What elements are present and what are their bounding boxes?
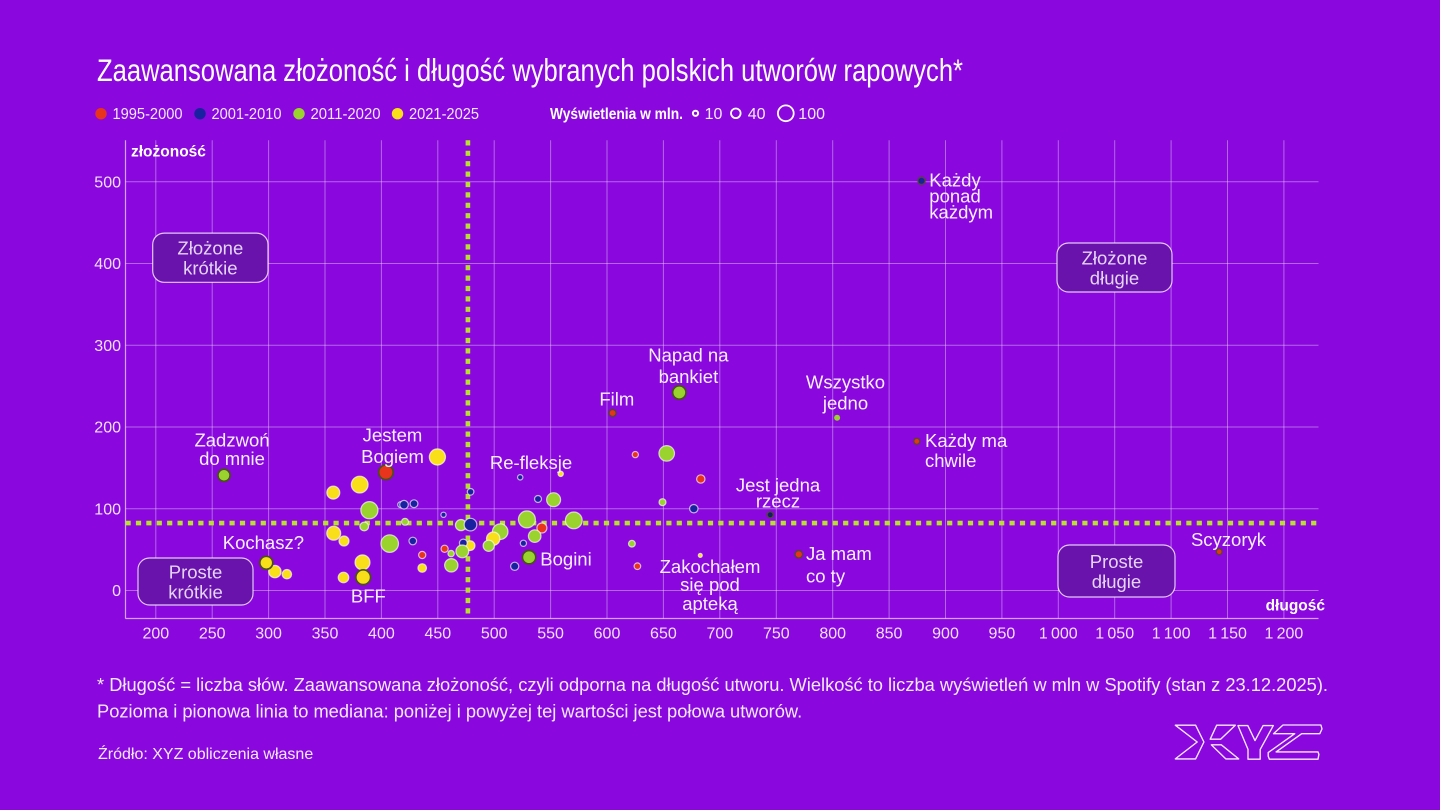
svg-text:40: 40	[748, 106, 766, 123]
svg-text:do mnie: do mnie	[199, 448, 265, 469]
svg-text:jedno: jedno	[822, 393, 868, 414]
svg-text:BFF: BFF	[351, 586, 386, 607]
svg-text:Złożone: Złożone	[177, 238, 243, 259]
svg-text:250: 250	[199, 626, 226, 643]
svg-text:* Długość = liczba słów. Zaawa: * Długość = liczba słów. Zaawansowana zł…	[97, 674, 1328, 695]
svg-text:krótkie: krótkie	[168, 581, 223, 602]
svg-text:2001-2010: 2001-2010	[212, 106, 282, 123]
svg-text:350: 350	[312, 626, 339, 643]
svg-text:1 100: 1 100	[1152, 626, 1191, 643]
svg-text:2021-2025: 2021-2025	[409, 106, 479, 123]
svg-text:600: 600	[594, 626, 621, 643]
svg-text:Pozioma i pionowa linia to med: Pozioma i pionowa linia to mediana: poni…	[97, 700, 802, 721]
svg-text:Bogiem: Bogiem	[361, 446, 424, 467]
svg-text:1 050: 1 050	[1095, 626, 1134, 643]
svg-text:1 200: 1 200	[1265, 626, 1304, 643]
svg-text:Zaawansowana złożoność i długo: Zaawansowana złożoność i długość wybrany…	[97, 52, 963, 88]
svg-text:Jestem: Jestem	[363, 425, 423, 446]
svg-text:chwile: chwile	[925, 450, 976, 471]
svg-text:550: 550	[537, 626, 564, 643]
svg-text:Każdy: Każdy	[929, 170, 981, 191]
svg-text:10: 10	[705, 106, 723, 123]
svg-text:Źródło: XYZ obliczenia własne: Źródło: XYZ obliczenia własne	[98, 744, 313, 763]
svg-text:650: 650	[650, 626, 677, 643]
svg-text:Re-fleksje: Re-fleksje	[490, 452, 572, 473]
svg-text:Wszystko: Wszystko	[806, 372, 885, 393]
svg-text:ponad: ponad	[929, 186, 980, 207]
svg-text:Zadzwoń: Zadzwoń	[194, 430, 269, 451]
svg-text:długość: długość	[1266, 598, 1326, 615]
svg-text:500: 500	[94, 174, 121, 191]
svg-text:długie: długie	[1090, 267, 1139, 288]
svg-text:200: 200	[94, 420, 121, 437]
svg-text:1 150: 1 150	[1208, 626, 1247, 643]
svg-text:400: 400	[94, 256, 121, 273]
svg-text:0: 0	[112, 583, 121, 600]
svg-text:Scyzoryk: Scyzoryk	[1191, 529, 1267, 550]
svg-text:bankiet: bankiet	[659, 366, 719, 387]
svg-text:każdym: każdym	[929, 202, 993, 223]
svg-text:750: 750	[763, 626, 790, 643]
svg-text:800: 800	[819, 626, 846, 643]
svg-text:700: 700	[706, 626, 733, 643]
svg-text:2011-2020: 2011-2020	[311, 106, 381, 123]
svg-text:1995-2000: 1995-2000	[113, 106, 183, 123]
svg-text:1 000: 1 000	[1039, 626, 1078, 643]
svg-text:300: 300	[94, 338, 121, 355]
svg-text:Film: Film	[599, 389, 634, 410]
svg-text:100: 100	[798, 106, 825, 123]
svg-text:Bogini: Bogini	[540, 549, 591, 570]
svg-text:Ja mam: Ja mam	[806, 543, 872, 564]
svg-text:100: 100	[94, 501, 121, 518]
svg-text:złożoność: złożoność	[131, 144, 206, 161]
svg-text:krótkie: krótkie	[183, 258, 238, 279]
svg-text:Każdy ma: Każdy ma	[925, 430, 1008, 451]
svg-text:Proste: Proste	[1090, 551, 1143, 572]
svg-text:200: 200	[142, 626, 169, 643]
svg-text:300: 300	[255, 626, 282, 643]
svg-text:450: 450	[424, 626, 451, 643]
svg-text:rzecz: rzecz	[756, 491, 800, 512]
svg-text:Zakochałem: Zakochałem	[660, 556, 761, 577]
svg-text:400: 400	[368, 626, 395, 643]
svg-text:900: 900	[932, 626, 959, 643]
svg-text:Napad na: Napad na	[648, 344, 729, 365]
svg-text:długie: długie	[1092, 571, 1141, 592]
svg-text:się pod: się pod	[680, 574, 740, 595]
svg-text:Złożone: Złożone	[1082, 247, 1148, 268]
svg-text:Proste: Proste	[169, 561, 222, 582]
svg-text:Wyświetlenia w mln.: Wyświetlenia w mln.	[550, 106, 683, 123]
svg-text:co ty: co ty	[806, 566, 846, 587]
svg-text:500: 500	[481, 626, 508, 643]
svg-text:950: 950	[989, 626, 1016, 643]
svg-text:Jest jedna: Jest jedna	[736, 475, 821, 496]
svg-text:Kochasz?: Kochasz?	[223, 532, 304, 553]
svg-text:apteką: apteką	[682, 593, 738, 614]
svg-text:850: 850	[876, 626, 903, 643]
